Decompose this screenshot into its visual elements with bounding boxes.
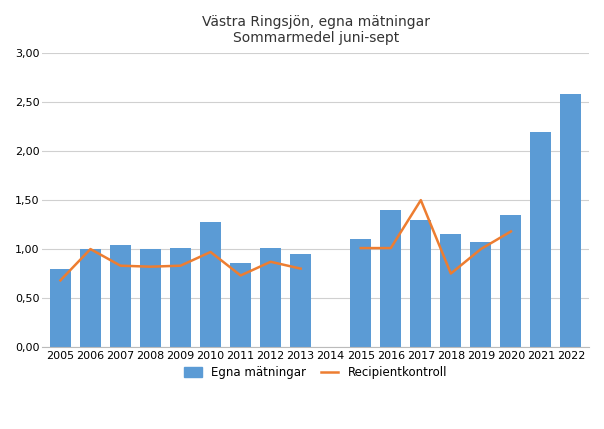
Bar bbox=[440, 234, 461, 347]
Bar bbox=[260, 248, 281, 347]
Bar bbox=[170, 248, 191, 347]
Bar bbox=[561, 94, 582, 347]
Bar bbox=[471, 242, 492, 347]
Bar bbox=[290, 254, 311, 347]
Bar bbox=[200, 222, 221, 347]
Bar bbox=[110, 245, 131, 347]
Bar bbox=[381, 210, 401, 347]
Bar bbox=[350, 239, 371, 347]
Bar bbox=[500, 215, 521, 347]
Legend: Egna mätningar, Recipientkontroll: Egna mätningar, Recipientkontroll bbox=[184, 366, 447, 379]
Bar bbox=[530, 132, 551, 347]
Bar bbox=[140, 249, 161, 347]
Bar bbox=[80, 249, 101, 347]
Bar bbox=[50, 269, 71, 347]
Bar bbox=[230, 263, 251, 347]
Title: Västra Ringsjön, egna mätningar
Sommarmedel juni-sept: Västra Ringsjön, egna mätningar Sommarme… bbox=[202, 15, 429, 45]
Bar bbox=[410, 220, 431, 347]
